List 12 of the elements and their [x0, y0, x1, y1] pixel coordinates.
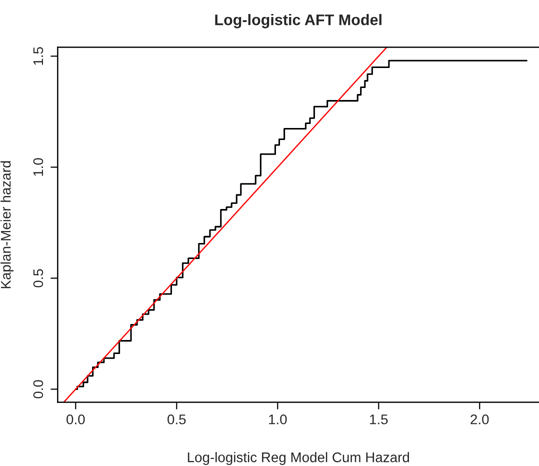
x-tick-label: 1.5 [370, 414, 388, 424]
y-tick-label: 0.5 [33, 269, 44, 288]
x-tick-label: 2.0 [470, 414, 489, 424]
x-axis-title: Log-logistic Reg Model Cum Hazard [188, 452, 409, 465]
x-tick-label: 0.0 [66, 414, 85, 424]
y-tick-label: 1.0 [33, 158, 44, 176]
y-tick-label: 1.5 [33, 47, 44, 65]
x-tick-label: 0.5 [168, 414, 186, 424]
y-tick-label: 0.0 [33, 380, 44, 398]
y-axis-title: Kaplan-Meier hazard [0, 161, 14, 288]
x-tick-label: 1.0 [269, 414, 287, 424]
chart-title: Log-logistic AFT Model [215, 14, 382, 28]
